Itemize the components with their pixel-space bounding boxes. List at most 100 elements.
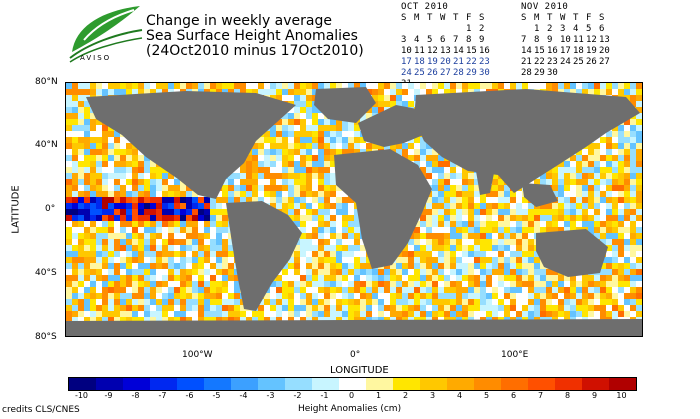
- calendar-day: 14: [453, 46, 464, 56]
- credits-text: credits CLS/CNES: [2, 405, 80, 415]
- calendar-day: 16: [479, 46, 490, 56]
- title-line-1: Change in weekly average: [146, 13, 332, 29]
- colorbar-swatch: [204, 378, 231, 390]
- calendar-day: 4: [414, 35, 420, 45]
- colorbar-swatch: [393, 378, 420, 390]
- weekday-label: S: [521, 13, 527, 23]
- colorbar-swatch: [447, 378, 474, 390]
- calendar-day: 6: [599, 24, 605, 34]
- calendar-day: 29: [534, 68, 545, 78]
- calendar-day: [414, 24, 427, 35]
- calendar-nov-week-row: 21 22 23 24 25 26 27: [521, 57, 612, 68]
- calendar-day: 20: [599, 46, 610, 56]
- calendar-day: 2: [547, 24, 553, 34]
- calendar-nov-title: NOV 2010: [521, 2, 569, 12]
- colorbar: [68, 377, 637, 391]
- colorbar-swatch: [528, 378, 555, 390]
- colorbar-tick-label: -9: [104, 391, 113, 400]
- calendar-day: 28: [521, 68, 532, 78]
- colorbar-swatch: [582, 378, 609, 390]
- calendar-day: [599, 68, 612, 79]
- land-masses: [66, 87, 642, 336]
- calendar-day: 22: [534, 57, 545, 67]
- calendar-day: 5: [427, 35, 433, 45]
- colorbar-tick-label: 10: [616, 391, 627, 400]
- colorbar-tick-label: -4: [239, 391, 248, 400]
- colorbar-swatch: [420, 378, 447, 390]
- calendar-day: 8: [534, 35, 540, 45]
- calendar-day: 26: [586, 57, 597, 67]
- weekday-label: S: [599, 13, 605, 23]
- lat-tick-40s: 40°S: [35, 268, 57, 278]
- colorbar-swatch: [366, 378, 393, 390]
- colorbar-tick-label: -3: [266, 391, 275, 400]
- calendar-day: 20: [440, 57, 451, 67]
- calendar-oct-week-row: 24 25 26 27 28 29 30: [401, 68, 492, 79]
- calendar-day: 11: [414, 46, 425, 56]
- calendar-day: 27: [599, 57, 610, 67]
- map-frame: [65, 82, 643, 337]
- calendar-day: 12: [427, 46, 438, 56]
- calendar-day: 13: [599, 35, 610, 45]
- calendar-day: 21: [521, 57, 532, 67]
- calendar-day: 2: [479, 24, 485, 34]
- lon-tick-100e: 100°E: [501, 350, 529, 360]
- calendar-day: 8: [466, 35, 472, 45]
- colorbar-swatch: [96, 378, 123, 390]
- colorbar-swatch: [123, 378, 150, 390]
- calendar-nov-week-row: 28 29 30: [521, 68, 612, 79]
- weekday-label: S: [401, 13, 407, 23]
- colorbar-tick-label: -10: [74, 391, 89, 400]
- calendar-day: [586, 68, 599, 79]
- weekday-label: W: [560, 13, 566, 23]
- colorbar-swatch: [555, 378, 582, 390]
- sea-surface-height-map: [66, 83, 642, 336]
- calendar-day: 28: [453, 68, 464, 78]
- calendar-day: 21: [453, 57, 464, 67]
- colorbar-ticks: -10 -9 -8 -7 -6 -5 -4 -3 -2 -1 0 1 2 3 4 5 6 7 8 9 10: [68, 391, 635, 400]
- colorbar-tick-label: 2: [402, 391, 409, 400]
- calendar-day: 9: [547, 35, 553, 45]
- weekday-label: F: [466, 13, 472, 23]
- weekday-label: T: [453, 13, 459, 23]
- title-line-2: Sea Surface Height Anomalies: [146, 28, 358, 44]
- calendar-day: 19: [427, 57, 438, 67]
- colorbar-swatch: [339, 378, 366, 390]
- calendar-oct-week-row: 10 11 12 13 14 15 16: [401, 46, 492, 57]
- calendar-oct: OCT 2010 S M T W T F S 1 2 3 4 5 6 7 8 9 10 11 12 13 14 15 16 17…: [401, 2, 492, 90]
- calendar-day: 4: [573, 24, 579, 34]
- colorbar-tick-label: 1: [375, 391, 382, 400]
- calendar-day: 17: [401, 57, 412, 67]
- calendar-day: 24: [401, 68, 412, 78]
- weekday-label: W: [440, 13, 446, 23]
- calendar-day: 6: [440, 35, 446, 45]
- colorbar-tick-label: -6: [185, 391, 194, 400]
- colorbar-swatch: [609, 378, 636, 390]
- colorbar-tick-label: -8: [131, 391, 140, 400]
- colorbar-swatch: [231, 378, 258, 390]
- calendar-day: 10: [560, 35, 571, 45]
- calendar-day: 23: [479, 57, 490, 67]
- weekday-label: M: [534, 13, 540, 23]
- colorbar-tick-label: -1: [320, 391, 329, 400]
- calendar-day: 25: [573, 57, 584, 67]
- calendar-day: 17: [560, 46, 571, 56]
- calendar-day: 11: [573, 35, 584, 45]
- colorbar-swatch: [501, 378, 528, 390]
- calendar-day: [560, 68, 573, 79]
- colorbar-tick-label: 3: [429, 391, 436, 400]
- lat-tick-80s: 80°S: [35, 332, 57, 342]
- colorbar-swatch: [312, 378, 339, 390]
- calendar-day: 10: [401, 46, 412, 56]
- calendar-day: 12: [586, 35, 597, 45]
- calendar-day: 1: [534, 24, 540, 34]
- weekday-label: T: [427, 13, 433, 23]
- longitude-axis-title: LONGITUDE: [330, 365, 389, 376]
- lon-tick-100w: 100°W: [182, 350, 213, 360]
- colorbar-swatch: [69, 378, 96, 390]
- weekday-label: S: [479, 13, 485, 23]
- colorbar-tick-label: 8: [564, 391, 571, 400]
